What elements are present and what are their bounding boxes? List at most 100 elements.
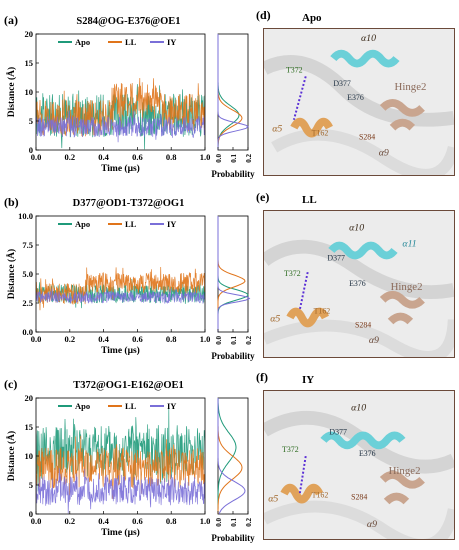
x-axis-label: Time (μs): [101, 345, 140, 356]
hinge2-region: [379, 470, 425, 505]
label-alpha5: α5: [272, 124, 282, 135]
x-tick-label: 0.4: [98, 516, 109, 526]
background-ribbon: [264, 410, 454, 474]
label-alpha5: α5: [268, 494, 278, 505]
label-t162: T162: [312, 129, 329, 138]
x-tick-label: 1.0: [200, 334, 211, 344]
label-d377: D377: [333, 79, 351, 88]
x-axis-label: Time (μs): [101, 527, 140, 538]
y-axis-label: Distance (Å): [5, 67, 17, 117]
probability-tick-label: 0.0: [215, 154, 223, 163]
structure-image-apo: α10 T372 D377 E376 α5 T162 S284 Hinge2 α…: [263, 28, 455, 176]
structure-image-iy: α10 D377 T372 E376 Hinge2 α5 T162 S284 α…: [263, 390, 455, 540]
label-e376: E376: [359, 449, 376, 458]
probability-tick-label: 0.0: [215, 518, 223, 527]
background-ribbon: [264, 319, 454, 357]
distance-link: [292, 76, 307, 121]
traces: [36, 77, 205, 150]
probability-curve-apo: [217, 216, 249, 332]
y-tick-label: 10: [25, 451, 34, 461]
label-alpha9: α9: [379, 147, 389, 158]
legend-label-ll: LL: [125, 37, 137, 47]
probability-tick-label: 0.0: [215, 336, 223, 345]
label-e376: E376: [347, 93, 364, 102]
structure-render-apo: α10 T372 D377 E376 α5 T162 S284 Hinge2 α…: [264, 33, 454, 175]
y-tick-label: 0: [29, 145, 33, 155]
x-tick-label: 0.2: [64, 516, 75, 526]
background-ribbon: [264, 55, 454, 127]
label-s284: S284: [359, 132, 375, 141]
probability-curve-ll: [217, 398, 243, 514]
x-tick-label: 0.0: [31, 152, 42, 162]
label-alpha10: α10: [349, 223, 364, 234]
probability-label: Probability: [211, 169, 255, 179]
x-tick-label: 0.6: [132, 334, 143, 344]
panel-title-d: Apo: [302, 12, 322, 24]
label-hinge2: Hinge2: [395, 81, 427, 93]
label-d377: D377: [327, 253, 345, 262]
helix-alpha11: [328, 241, 398, 260]
x-tick-label: 0.4: [98, 152, 109, 162]
helix-alpha5: [280, 483, 324, 504]
x-tick-label: 0.6: [132, 152, 143, 162]
x-tick-label: 0.4: [98, 334, 109, 344]
probability-tick-label: 0.2: [245, 518, 253, 527]
legend-label-apo: Apo: [75, 37, 90, 47]
label-alpha10: α10: [361, 33, 376, 44]
hinge2-region: [379, 99, 425, 131]
y-tick-label: 10.0: [18, 211, 33, 221]
helix-alpha5: [290, 117, 333, 138]
chart-title: D377@OD1-T372@OG1: [73, 198, 185, 209]
x-tick-label: 0.0: [31, 516, 42, 526]
background-ribbon: [264, 500, 454, 539]
series-line-iy: [36, 468, 205, 514]
traces: [36, 408, 205, 514]
y-axis-label: Distance (Å): [5, 249, 17, 299]
y-tick-label: 10: [25, 87, 34, 97]
legend-label-apo: Apo: [75, 219, 90, 229]
label-d377: D377: [329, 427, 347, 436]
probability-label: Probability: [211, 351, 255, 361]
probability-tick-label: 0.1: [230, 336, 238, 345]
y-tick-label: 2.5: [22, 298, 33, 308]
label-alpha9: α9: [367, 519, 377, 530]
label-alpha9: α9: [369, 335, 379, 346]
chart-title: S284@OG-E376@OE1: [76, 16, 180, 27]
legend-label-iy: IY: [167, 37, 176, 47]
panel-label-d: (d): [256, 8, 271, 22]
probability-label: Probability: [211, 533, 255, 543]
x-tick-label: 1.0: [200, 516, 211, 526]
label-s284: S284: [355, 320, 371, 329]
helix-alpha5: [286, 307, 329, 328]
probability-tick-label: 0.1: [230, 518, 238, 527]
structure-render-iy: α10 D377 T372 E376 Hinge2 α5 T162 S284 α…: [264, 403, 454, 539]
x-tick-label: 0.0: [31, 334, 42, 344]
panel-title-f: IY: [302, 374, 315, 386]
label-alpha11: α11: [402, 239, 416, 250]
legend-label-ll: LL: [125, 219, 137, 229]
panel-label-f: (f): [256, 370, 268, 384]
panel-label: (b): [4, 195, 19, 209]
y-tick-label: 0.0: [22, 327, 33, 337]
x-tick-label: 0.6: [132, 516, 143, 526]
y-tick-label: 5: [29, 480, 33, 490]
series-line-iy: [36, 110, 205, 143]
x-tick-label: 1.0: [200, 152, 211, 162]
label-alpha10: α10: [351, 403, 366, 414]
distance-link: [298, 455, 307, 494]
legend-label-apo: Apo: [75, 401, 90, 411]
legend-label-iy: IY: [167, 219, 176, 229]
structure-image-ll: α10 T372 D377 α11 E376 Hinge2 α5 T162 S2…: [263, 210, 455, 358]
y-tick-label: 20: [25, 29, 34, 39]
probability-curve-iy: [217, 216, 251, 332]
probability-curve-iy: [217, 398, 246, 515]
y-tick-label: 5.0: [22, 269, 33, 279]
x-tick-label: 0.8: [166, 152, 177, 162]
x-axis-label: Time (μs): [101, 163, 140, 174]
probability-tick-label: 0.1: [230, 154, 238, 163]
traces: [36, 266, 205, 311]
x-tick-label: 0.8: [166, 516, 177, 526]
helix-alpha11: [320, 431, 406, 450]
y-tick-label: 0: [29, 509, 33, 519]
legend-label-iy: IY: [167, 401, 176, 411]
